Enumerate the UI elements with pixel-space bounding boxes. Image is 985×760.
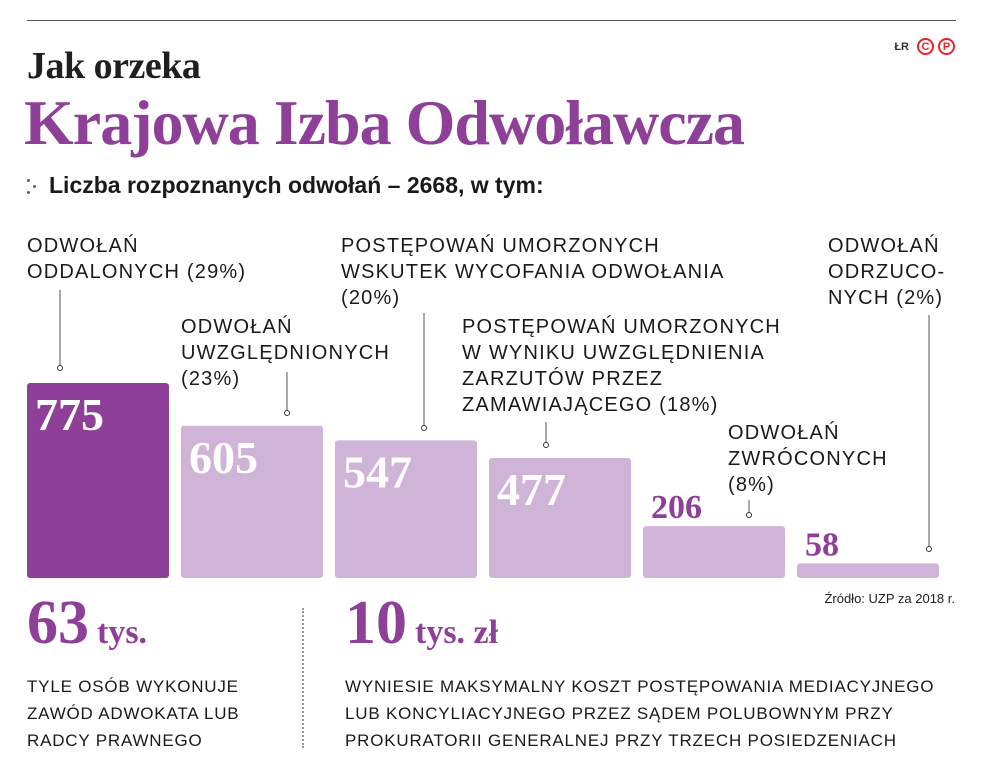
bar-5 <box>797 563 939 578</box>
bar-label-2: POSTĘPOWAŃ UMORZONYCH WSKUTEK WYCOFANIA … <box>341 235 725 309</box>
leader-dot-4 <box>746 512 752 518</box>
fact-number-lawyers: 63 tys. <box>27 588 147 659</box>
leader-dot-3 <box>543 442 549 448</box>
top-rule <box>27 20 956 21</box>
bar-value-0: 775 <box>35 389 104 440</box>
bar-value-3: 477 <box>497 464 566 515</box>
divider <box>302 608 304 748</box>
bar-label-5: ODWOŁAŃ ODRZUCO- NYCH (2%) <box>828 235 946 309</box>
bar-1 <box>181 425 323 578</box>
brand-mark-c: C <box>917 38 934 55</box>
fact-number-cost: 10 tys. zł <box>345 588 498 659</box>
fact-unit: tys. <box>97 614 148 651</box>
bar-chart: 775 605 547 477 206 58 ODWOŁAŃ ODDALONYCH (29… <box>27 235 946 578</box>
bar-value-4: 206 <box>651 489 702 526</box>
bar-chart-svg: 775 605 547 477 206 58 <box>27 290 939 578</box>
brand-logo: ŁR C P <box>894 38 955 55</box>
leader-dot-0 <box>57 365 63 371</box>
brand-mark-p: P <box>938 38 955 55</box>
bar-label-3: POSTĘPOWAŃ UMORZONYCH W WYNIKU UWZGLĘDNI… <box>462 316 781 416</box>
leader-dot-2 <box>421 425 427 431</box>
bar-value-1: 605 <box>189 432 258 483</box>
fact-unit: tys. zł <box>415 614 499 651</box>
bar-4 <box>643 526 785 578</box>
fact-description-lawyers: TYLE OSÓB WYKONUJE ZAWÓD ADWOKATA LUB RA… <box>27 677 240 750</box>
chart-subtitle: Liczba rozpoznanych odwołań – 2668, w ty… <box>27 172 544 199</box>
bar-3 <box>489 457 631 578</box>
fact-value: 63 <box>27 589 89 657</box>
leader-dot-1 <box>284 410 290 416</box>
page-title: Krajowa Izba Odwoławcza <box>24 87 745 158</box>
bar-value-5: 58 <box>805 526 839 563</box>
bar-0 <box>27 383 169 578</box>
bar-2 <box>335 440 477 578</box>
dots-icon <box>27 176 39 196</box>
pre-title: Jak orzeka <box>27 45 201 87</box>
brand-text: ŁR <box>894 40 909 53</box>
bar-label-4: ODWOŁAŃ ZWRÓCONYCH (8%) <box>728 422 888 496</box>
fact-description-cost: WYNIESIE MAKSYMALNY KOSZT POSTĘPOWANIA M… <box>345 677 935 750</box>
subtitle-text: Liczba rozpoznanych odwołań – 2668, w ty… <box>49 172 544 198</box>
bar-value-2: 547 <box>343 446 412 497</box>
bar-label-0: ODWOŁAŃ ODDALONYCH (29%) <box>27 235 247 283</box>
source-note: Źródło: UZP za 2018 r. <box>824 591 955 606</box>
leader-dot-5 <box>926 546 932 552</box>
fact-value: 10 <box>345 589 407 657</box>
bar-label-1: ODWOŁAŃ UWZGLĘDNIONYCH (23%) <box>181 316 391 390</box>
